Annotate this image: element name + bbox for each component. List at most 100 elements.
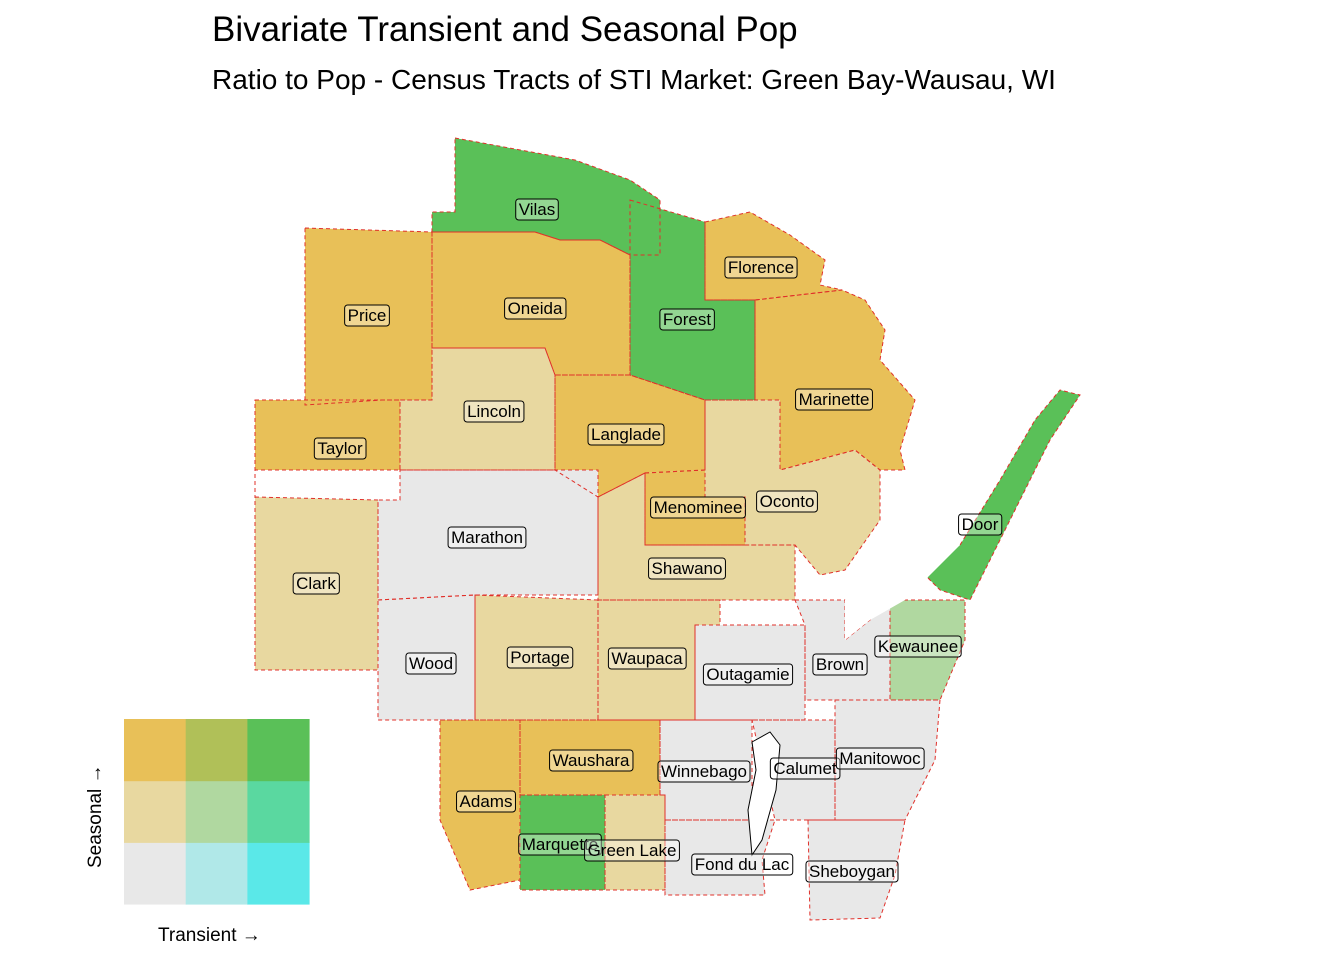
county-region-marquette xyxy=(520,795,605,890)
county-label-box xyxy=(659,308,715,331)
county-border-door xyxy=(919,389,1081,601)
county-label-marinette: Marinette xyxy=(795,388,873,411)
county-label-text: Menominee xyxy=(654,498,743,517)
county-label-text: Vilas xyxy=(519,200,556,219)
county-label-text: Waushara xyxy=(553,751,630,770)
county-label-box xyxy=(874,635,962,658)
county-region-marinette xyxy=(755,290,915,470)
county-region-taylor xyxy=(255,400,400,497)
legend-x-label: Transient → xyxy=(158,925,261,946)
county-label-portage: Portage xyxy=(506,646,574,669)
county-label-oconto: Oconto xyxy=(756,490,818,513)
county-label-box xyxy=(691,853,794,876)
county-label-box xyxy=(724,256,798,279)
county-label-box xyxy=(549,749,634,772)
county-label-box xyxy=(702,663,794,686)
county-label-box xyxy=(657,760,751,783)
county-label-fond-du-lac: Fond du Lac xyxy=(691,853,794,876)
county-label-winnebago: Winnebago xyxy=(657,760,751,783)
county-label-box xyxy=(292,572,340,595)
county-label-text: Marinette xyxy=(799,390,870,409)
county-label-calumet: Calumet xyxy=(769,757,841,780)
bivariate-legend: Transient → Seasonal → xyxy=(85,719,310,946)
legend-y-label: Seasonal → xyxy=(85,764,106,868)
county-region-marathon xyxy=(378,470,598,600)
county-region-vilas xyxy=(432,138,660,255)
county-border-price xyxy=(304,227,433,406)
county-borders xyxy=(254,137,1081,921)
county-label-box xyxy=(795,388,873,411)
county-region-clark xyxy=(255,497,378,670)
county-regions xyxy=(255,138,1080,920)
county-label-box xyxy=(344,304,390,327)
county-region-outagamie xyxy=(695,625,805,720)
county-region-green-lake xyxy=(605,795,665,890)
county-label-text: Green Lake xyxy=(588,841,677,860)
county-label-text: Forest xyxy=(663,310,711,329)
county-border-adams xyxy=(439,719,521,891)
county-region-menominee xyxy=(645,470,745,545)
county-label-langlade: Langlade xyxy=(587,423,665,446)
county-label-brown: Brown xyxy=(812,653,868,676)
county-label-sheboygan: Sheboygan xyxy=(805,860,899,883)
county-region-manitowoc xyxy=(835,700,940,820)
county-label-text: Brown xyxy=(816,655,864,674)
county-label-box xyxy=(958,513,1003,536)
county-region-oconto xyxy=(705,400,880,575)
county-label-text: Clark xyxy=(296,574,336,593)
county-label-box xyxy=(607,647,687,670)
county-region-winnebago xyxy=(660,720,752,820)
county-label-text: Outagamie xyxy=(706,665,789,684)
county-label-text: Wood xyxy=(409,654,453,673)
county-label-green-lake: Green Lake xyxy=(584,839,680,862)
county-label-kewaunee: Kewaunee xyxy=(874,635,962,658)
county-label-text: Winnebago xyxy=(661,762,747,781)
county-label-waupaca: Waupaca xyxy=(607,647,687,670)
county-label-text: Lincoln xyxy=(467,402,521,421)
county-border-marathon xyxy=(377,469,599,601)
legend-cell-s0-t2 xyxy=(247,842,310,905)
legend-cell-s2-t1 xyxy=(185,719,248,782)
county-label-text: Adams xyxy=(460,792,513,811)
county-region-lincoln xyxy=(400,348,555,470)
county-label-text: Oconto xyxy=(760,492,815,511)
county-label-box xyxy=(835,747,925,770)
county-region-waupaca xyxy=(598,600,720,720)
county-label-text: Calumet xyxy=(773,759,837,778)
county-label-box xyxy=(405,652,457,675)
county-label-manitowoc: Manitowoc xyxy=(835,747,925,770)
county-label-text: Florence xyxy=(728,258,794,277)
county-label-box xyxy=(447,526,527,549)
county-label-box xyxy=(650,496,746,519)
county-region-adams xyxy=(440,720,520,890)
legend-cell-s2-t2 xyxy=(247,719,310,782)
county-region-door xyxy=(920,390,1080,600)
county-label-text: Portage xyxy=(510,648,570,667)
county-label-box xyxy=(812,653,868,676)
county-label-door: Door xyxy=(958,513,1003,536)
county-label-forest: Forest xyxy=(659,308,715,331)
legend-cell-s0-t1 xyxy=(185,842,248,905)
county-region-price xyxy=(305,228,432,405)
county-label-box xyxy=(805,860,899,883)
green-bay-water xyxy=(845,520,960,640)
county-label-adams: Adams xyxy=(456,790,516,813)
county-border-shawano xyxy=(597,472,796,601)
legend-cell-s0-t0 xyxy=(124,842,187,905)
legend-cell-s1-t0 xyxy=(124,780,187,843)
county-label-text: Price xyxy=(348,306,387,325)
county-label-text: Waupaca xyxy=(611,649,683,668)
county-label-clark: Clark xyxy=(292,572,340,595)
county-border-sheboygan xyxy=(807,819,906,921)
county-label-box xyxy=(506,646,574,669)
county-label-text: Manitowoc xyxy=(839,749,921,768)
county-region-fond-du-lac xyxy=(665,820,775,895)
county-label-box xyxy=(518,833,602,856)
county-border-wood xyxy=(377,594,476,721)
county-label-menominee: Menominee xyxy=(650,496,746,519)
map-subtitle: Ratio to Pop - Census Tracts of STI Mark… xyxy=(212,64,1056,95)
county-label-box xyxy=(584,839,680,862)
county-label-box xyxy=(587,423,665,446)
county-label-florence: Florence xyxy=(724,256,798,279)
